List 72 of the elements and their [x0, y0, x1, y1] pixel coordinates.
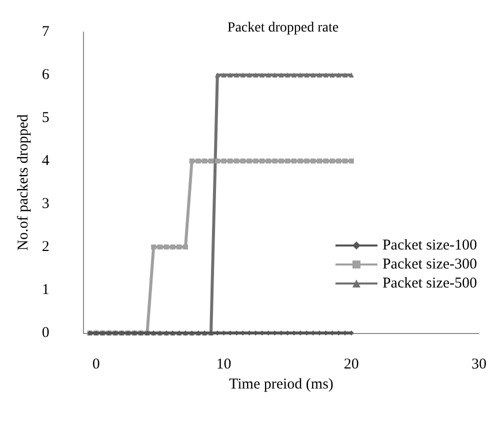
point: [182, 244, 188, 250]
point: [291, 158, 296, 164]
point: [266, 72, 271, 78]
y-axis-title: No.of packets dropped: [16, 114, 32, 251]
point: [196, 158, 201, 164]
point: [253, 158, 258, 164]
x-tick-label: 30: [472, 356, 486, 372]
point: [304, 158, 310, 164]
point: [151, 244, 156, 250]
point: [291, 72, 296, 78]
point: [336, 158, 342, 164]
point: [260, 158, 265, 164]
point: [336, 72, 342, 78]
point: [278, 72, 284, 78]
point: [253, 72, 258, 78]
point: [278, 158, 284, 164]
y-tick-label: 1: [42, 282, 50, 298]
point: [272, 158, 278, 164]
point: [176, 244, 182, 250]
legend-label: Packet size-100: [382, 238, 478, 254]
point: [330, 158, 335, 164]
point: [310, 72, 316, 78]
point: [266, 158, 271, 164]
y-tick-label: 3: [42, 196, 50, 212]
point: [310, 158, 316, 164]
point: [260, 72, 265, 78]
point: [348, 72, 354, 78]
point: [214, 158, 220, 164]
point: [189, 158, 194, 164]
legend-label: Packet size-300: [382, 256, 478, 272]
y-tick-label: 0: [42, 325, 50, 341]
point: [316, 72, 322, 78]
x-tick-label: 0: [92, 356, 100, 372]
point: [285, 72, 290, 78]
legend-label: Packet size-500: [382, 276, 478, 292]
point: [316, 158, 322, 164]
x-tick-label: 20: [344, 356, 359, 372]
point: [202, 158, 208, 164]
y-tick-label: 6: [42, 67, 50, 83]
point: [164, 244, 169, 250]
point: [330, 72, 335, 78]
point: [240, 158, 246, 164]
point: [298, 72, 303, 78]
point: [342, 72, 348, 78]
y-tick-label: 7: [42, 24, 50, 40]
y-tick-label: 5: [42, 110, 50, 126]
chart-title: Packet dropped rate: [227, 20, 339, 36]
point: [228, 158, 233, 164]
point: [208, 158, 214, 164]
point: [285, 158, 290, 164]
x-axis-title: Time preiod (ms): [228, 376, 334, 392]
point: [246, 72, 252, 78]
point: [221, 72, 226, 78]
point: [228, 72, 233, 78]
point: [234, 72, 240, 78]
x-tick-label: 10: [216, 356, 232, 372]
point: [342, 158, 348, 164]
point: [240, 72, 246, 78]
point: [234, 158, 240, 164]
point: [221, 158, 226, 164]
point: [323, 72, 328, 78]
point: [157, 244, 162, 250]
point: [304, 72, 310, 78]
point: [348, 158, 354, 164]
y-tick-label: 4: [42, 153, 50, 169]
point: [170, 244, 176, 250]
point: [214, 72, 220, 78]
point: [323, 158, 328, 164]
point: [246, 158, 252, 164]
y-tick-label: 2: [42, 239, 50, 255]
point: [298, 158, 303, 164]
point: [272, 72, 278, 78]
